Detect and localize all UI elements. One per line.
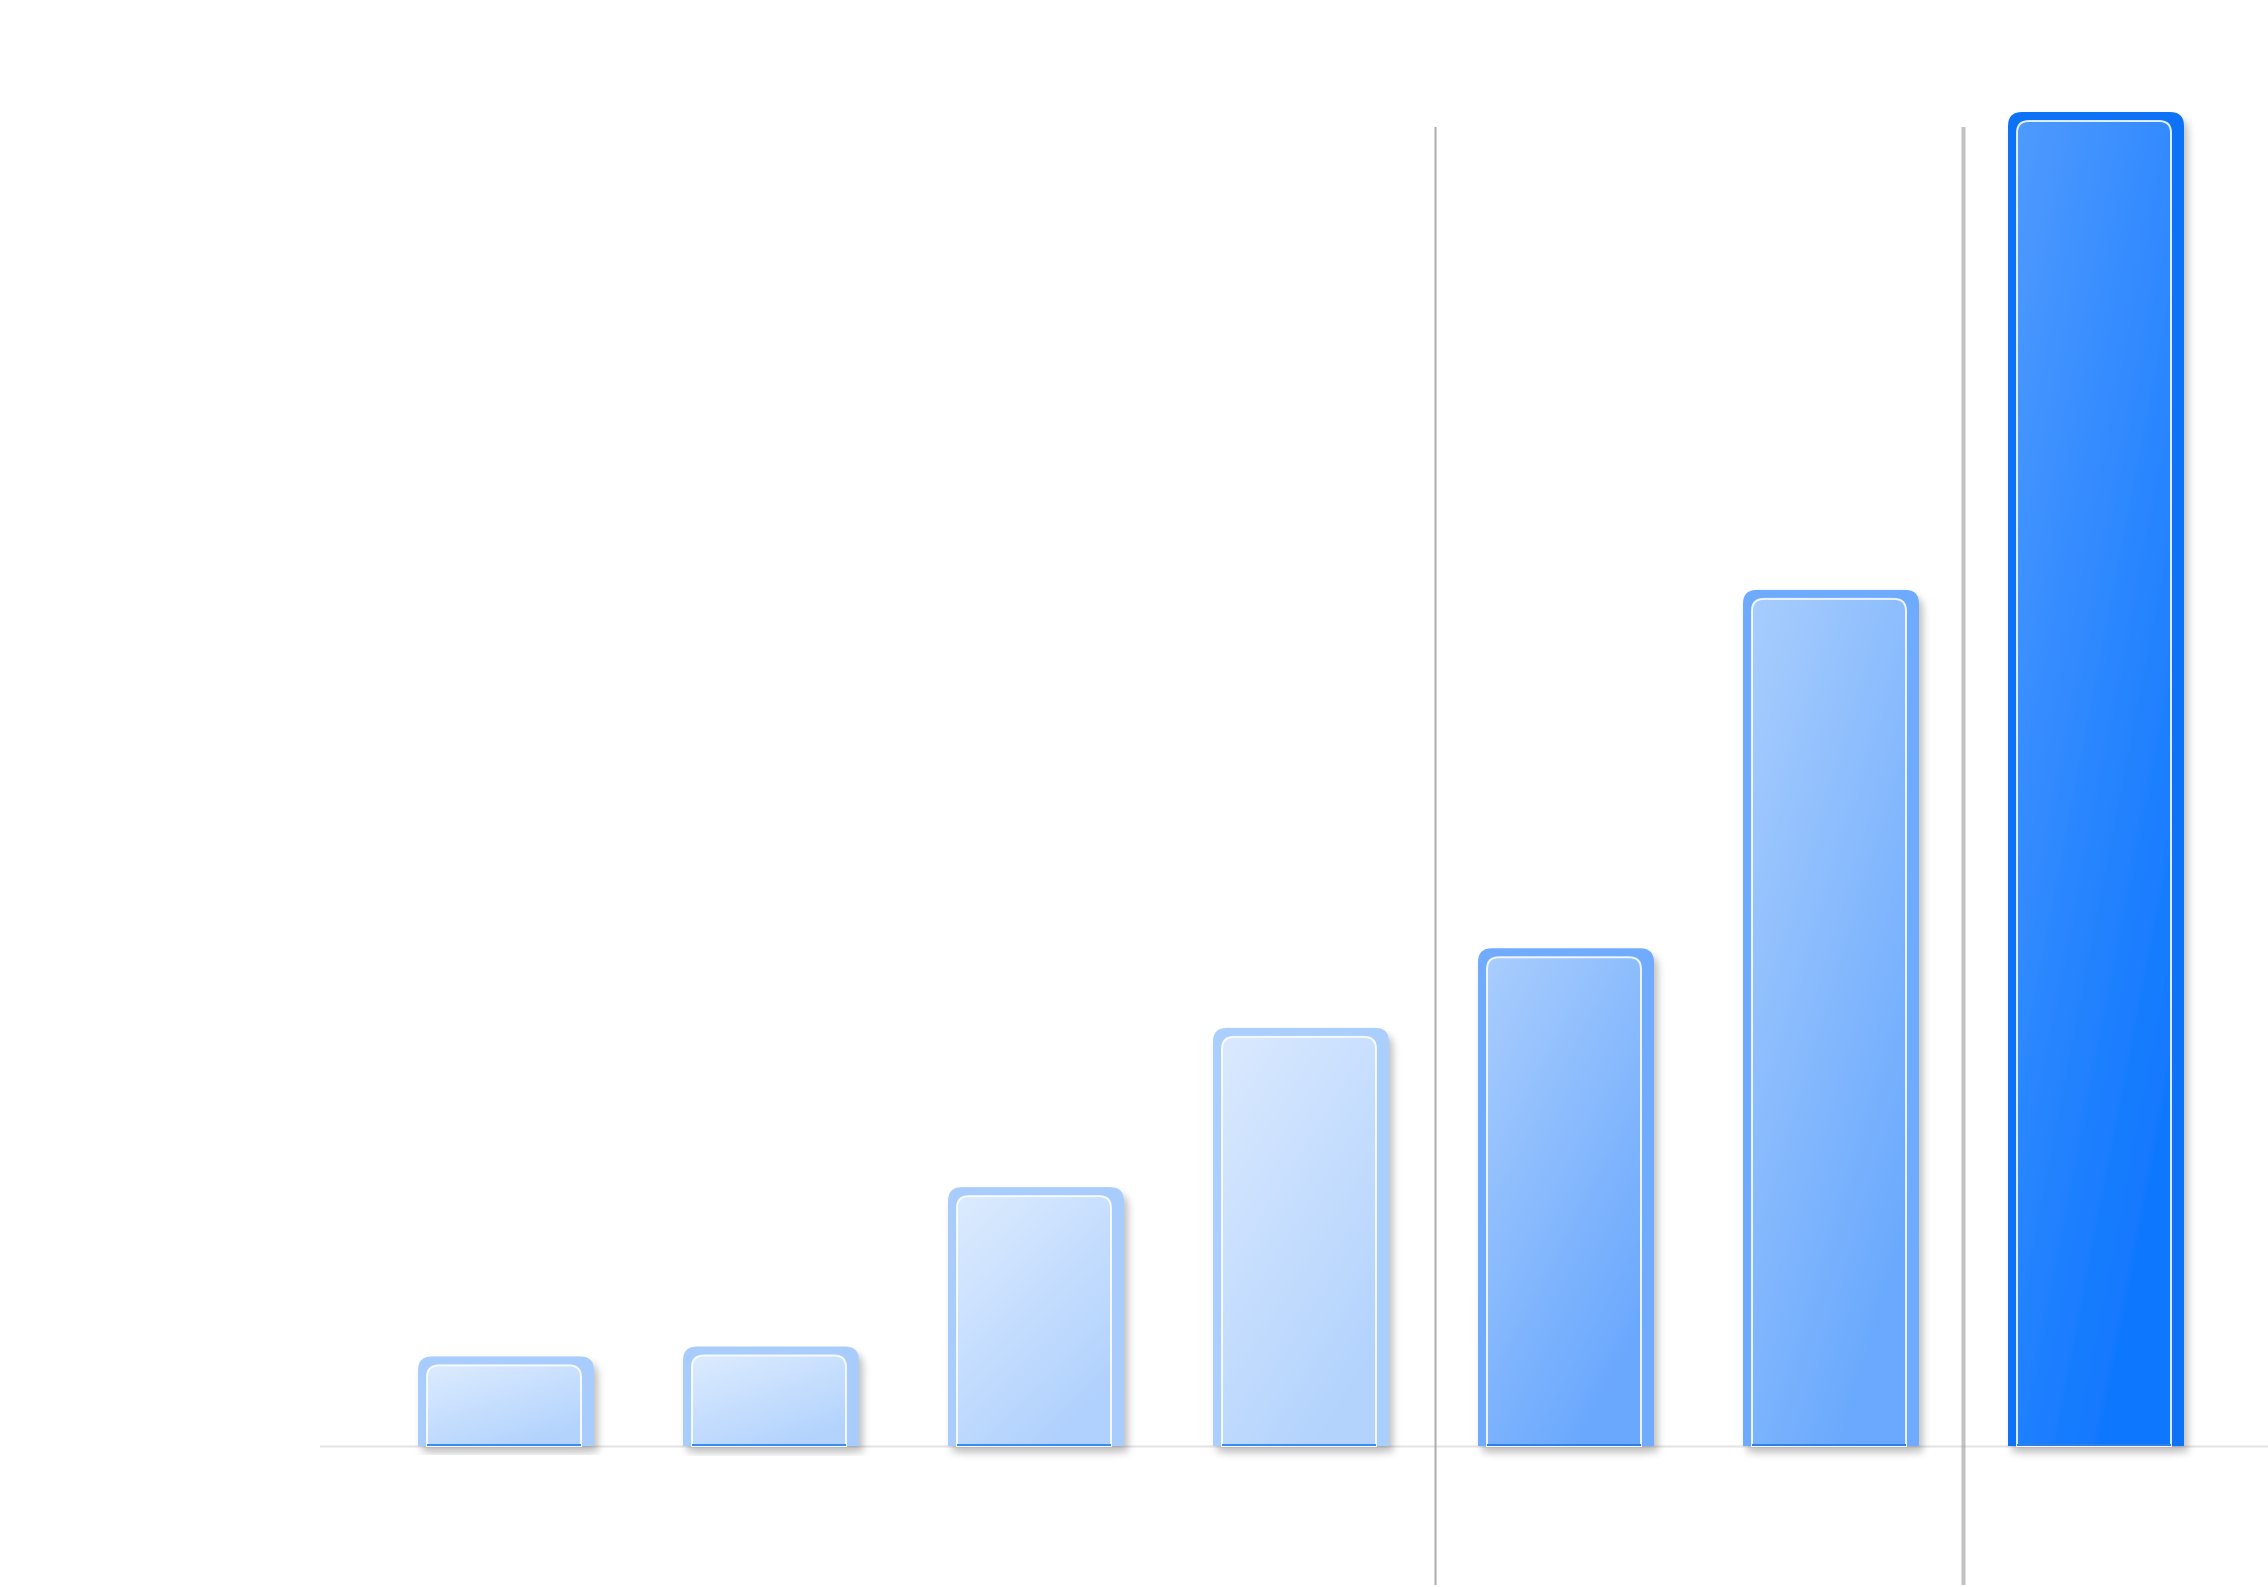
bar-4 bbox=[1213, 1027, 1389, 1447]
bar-7 bbox=[2008, 112, 2184, 1447]
bar-1-face bbox=[426, 1364, 582, 1447]
bar-5 bbox=[1478, 948, 1654, 1447]
bar-2 bbox=[683, 1346, 859, 1447]
bar-3 bbox=[948, 1187, 1124, 1447]
bar-6-face bbox=[1751, 597, 1907, 1447]
bar-2-face bbox=[691, 1354, 847, 1447]
bars bbox=[418, 112, 2184, 1447]
bar-6 bbox=[1743, 589, 1919, 1447]
bar-5-face bbox=[1486, 956, 1642, 1447]
bar-1 bbox=[418, 1356, 594, 1447]
bar-3-face bbox=[956, 1195, 1112, 1447]
reference-lines bbox=[1434, 127, 1966, 1585]
bar-7-face bbox=[2016, 120, 2172, 1447]
bar-4-face bbox=[1221, 1035, 1377, 1447]
